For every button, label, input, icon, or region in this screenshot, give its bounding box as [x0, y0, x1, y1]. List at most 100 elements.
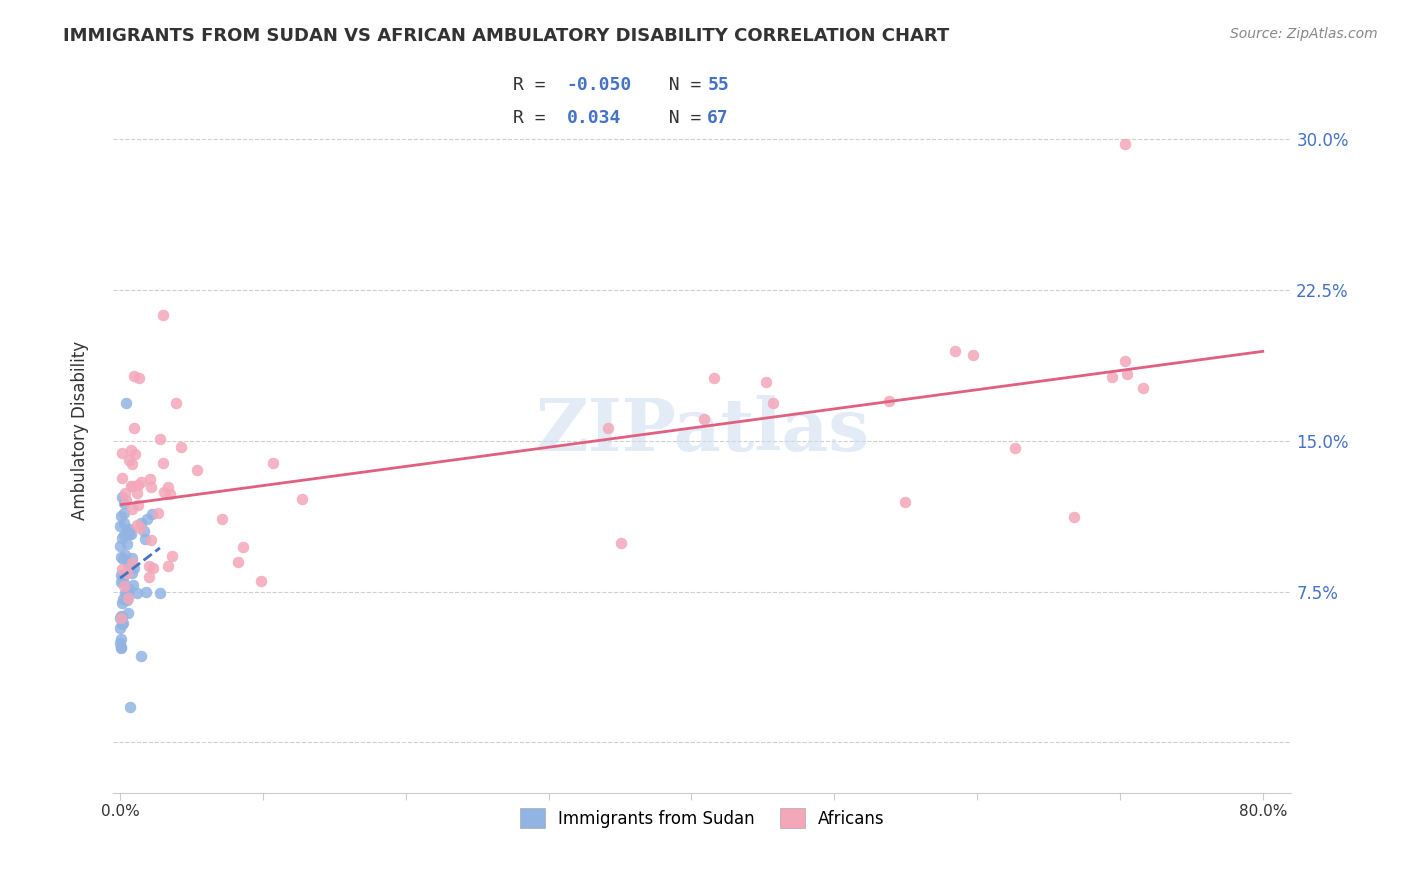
Point	[121, 566, 143, 580]
Point	[110, 609, 132, 624]
Text: 55: 55	[707, 76, 728, 94]
Point	[139, 533, 162, 547]
Point	[124, 447, 146, 461]
Point	[111, 610, 134, 624]
Point	[149, 433, 172, 447]
Point	[703, 371, 725, 385]
Point	[118, 582, 141, 596]
Point	[693, 412, 716, 426]
Point	[110, 549, 132, 564]
Y-axis label: Ambulatory Disability: Ambulatory Disability	[72, 341, 89, 520]
Point	[262, 456, 284, 470]
Point	[138, 558, 160, 573]
Point	[115, 566, 138, 580]
Point	[112, 615, 135, 630]
Point	[132, 524, 155, 538]
Point	[110, 567, 132, 582]
Point	[118, 527, 141, 541]
Point	[108, 519, 131, 533]
Text: ZIPatlas: ZIPatlas	[536, 395, 869, 467]
Point	[111, 446, 134, 460]
Point	[110, 632, 132, 647]
Point	[1063, 509, 1085, 524]
Point	[121, 502, 143, 516]
Point	[610, 536, 633, 550]
Point	[111, 617, 134, 632]
Point	[111, 531, 134, 545]
Point	[124, 421, 146, 435]
Point	[211, 511, 233, 525]
Text: 67: 67	[707, 109, 728, 127]
Point	[170, 440, 193, 454]
Point	[114, 549, 136, 563]
Point	[160, 549, 183, 564]
Text: R =: R =	[513, 109, 568, 127]
Point	[1114, 354, 1136, 368]
Point	[120, 700, 142, 714]
Point	[115, 396, 138, 410]
Point	[111, 596, 134, 610]
Point	[139, 472, 162, 486]
Point	[110, 575, 132, 590]
Point	[159, 487, 181, 501]
Point	[1004, 441, 1026, 455]
Point	[131, 648, 153, 663]
Point	[755, 375, 778, 389]
Legend: Immigrants from Sudan, Africans: Immigrants from Sudan, Africans	[513, 801, 891, 835]
Point	[156, 480, 179, 494]
Text: Source: ZipAtlas.com: Source: ZipAtlas.com	[1230, 27, 1378, 41]
Point	[110, 611, 132, 625]
Point	[111, 470, 134, 484]
Point	[112, 569, 135, 583]
Point	[121, 457, 143, 471]
Point	[152, 456, 174, 470]
Point	[118, 453, 141, 467]
Point	[128, 371, 150, 385]
Point	[110, 636, 132, 650]
Point	[120, 442, 142, 457]
Point	[894, 495, 917, 509]
Point	[114, 486, 136, 500]
Point	[111, 591, 134, 606]
Point	[1101, 369, 1123, 384]
Point	[157, 559, 180, 574]
Point	[115, 592, 138, 607]
Point	[121, 551, 143, 566]
Point	[129, 475, 152, 489]
Point	[110, 562, 132, 576]
Point	[226, 555, 249, 569]
Point	[762, 395, 785, 409]
Point	[125, 518, 148, 533]
Text: 0.034: 0.034	[567, 109, 621, 127]
Point	[121, 556, 143, 570]
Point	[110, 640, 132, 654]
Point	[121, 577, 143, 591]
Text: R =: R =	[513, 76, 557, 94]
Point	[115, 492, 138, 507]
Point	[141, 507, 163, 521]
Point	[120, 478, 142, 492]
Point	[110, 539, 132, 553]
Point	[1114, 136, 1136, 151]
Point	[148, 506, 170, 520]
Point	[112, 579, 135, 593]
Point	[117, 606, 139, 620]
Point	[141, 480, 163, 494]
Point	[136, 512, 159, 526]
Point	[149, 585, 172, 599]
Point	[115, 524, 138, 538]
Point	[112, 516, 135, 531]
Point	[945, 344, 967, 359]
Point	[877, 394, 900, 409]
Point	[128, 521, 150, 535]
Text: -0.050: -0.050	[567, 76, 631, 94]
Point	[153, 484, 176, 499]
Point	[117, 558, 139, 572]
Point	[186, 463, 208, 477]
Point	[111, 574, 134, 588]
Point	[138, 570, 160, 584]
Point	[249, 574, 271, 589]
Point	[129, 516, 152, 531]
Point	[112, 528, 135, 542]
Point	[115, 536, 138, 550]
